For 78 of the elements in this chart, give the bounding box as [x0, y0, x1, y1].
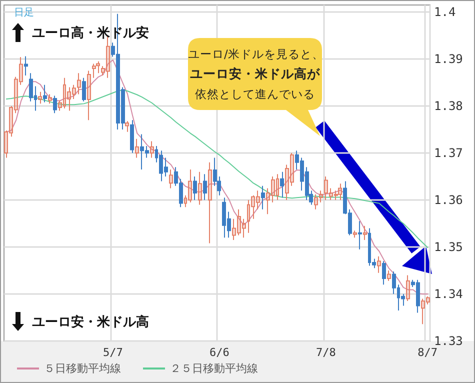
candlestick [19, 56, 23, 86]
y-tick-label: 1.35 [434, 240, 463, 254]
candlestick [377, 256, 381, 274]
candlestick [135, 138, 139, 158]
candlestick [382, 260, 386, 286]
candlestick [24, 56, 28, 76]
candlestick [130, 120, 134, 154]
candlestick [338, 183, 342, 201]
candlestick [188, 168, 192, 203]
y-tick-label: 1.36 [434, 193, 463, 208]
y-tick-label: 1.37 [434, 146, 463, 160]
candlestick [426, 296, 430, 305]
x-tick-label: 7/8 [316, 346, 336, 359]
line-series [6, 59, 428, 295]
y-tick-label: 1.33 [434, 334, 463, 348]
annotation: ユーロ安・米ドル高 [32, 314, 149, 331]
candlestick [271, 176, 275, 203]
candlestick [38, 91, 42, 104]
y-tick-label: 1.34 [434, 287, 463, 302]
x-tick-label: 8/7 [418, 346, 438, 359]
candlestick [63, 77, 66, 109]
candlestick [43, 84, 47, 103]
candlestick [184, 194, 187, 208]
candlestick [285, 164, 289, 201]
candlestick [14, 76, 18, 114]
candlestick [334, 190, 338, 201]
candlestick [82, 77, 86, 102]
x-tick-label: 6/6 [209, 346, 230, 359]
candlestick [101, 66, 105, 76]
candlestick [9, 106, 13, 138]
annotation: ユーロ/米ドルを見ると、 [188, 46, 324, 63]
legend-label: ２５日移動平均線 [170, 362, 258, 375]
candlestick [208, 162, 212, 244]
candlestick [363, 225, 367, 240]
candlestick [232, 218, 236, 240]
candlestick [329, 188, 333, 201]
candlestick [96, 60, 100, 74]
candlestick [4, 130, 8, 158]
candlestick [125, 120, 129, 132]
annotation: ユーロ安・米ドル高が [189, 65, 321, 83]
candlestick [150, 140, 154, 158]
y-tick-label: 1.38 [434, 99, 463, 114]
candlestick [77, 72, 81, 95]
candlestick [237, 208, 241, 236]
candlestick [266, 188, 270, 215]
candlestick [87, 70, 91, 121]
candlestick [193, 176, 197, 201]
candlestick [319, 190, 323, 203]
candlestick [92, 63, 96, 78]
candlestick [67, 86, 71, 112]
candlestick [324, 176, 328, 201]
candlestick [72, 84, 76, 100]
y-tick-label: 1.39 [434, 52, 463, 66]
candlestick [53, 95, 57, 114]
candlestick [314, 194, 318, 210]
candlestick [198, 171, 202, 206]
candlestick [242, 218, 246, 238]
candlestick [353, 230, 357, 238]
legend-label: ５日移動平均線 [44, 362, 121, 375]
candlestick [406, 274, 410, 302]
y-tick-label: 1.4 [434, 5, 456, 20]
candlestick [276, 174, 279, 201]
candlestick [256, 190, 260, 210]
candlestick [247, 200, 250, 234]
candlestick [169, 168, 173, 189]
annotation: 依然として進んでいる [194, 86, 316, 103]
candlestick [387, 270, 391, 282]
candlestick [280, 171, 284, 198]
candlestick [203, 174, 207, 201]
candlestick [58, 100, 62, 112]
candlestick [261, 185, 265, 210]
candlestick [251, 194, 255, 220]
candlestick [421, 298, 425, 325]
x-tick-label: 5/7 [102, 346, 123, 359]
candlestick [48, 94, 52, 104]
chart-title: 日足 [14, 8, 34, 18]
candlestick [358, 220, 362, 250]
candlestick [290, 152, 294, 186]
